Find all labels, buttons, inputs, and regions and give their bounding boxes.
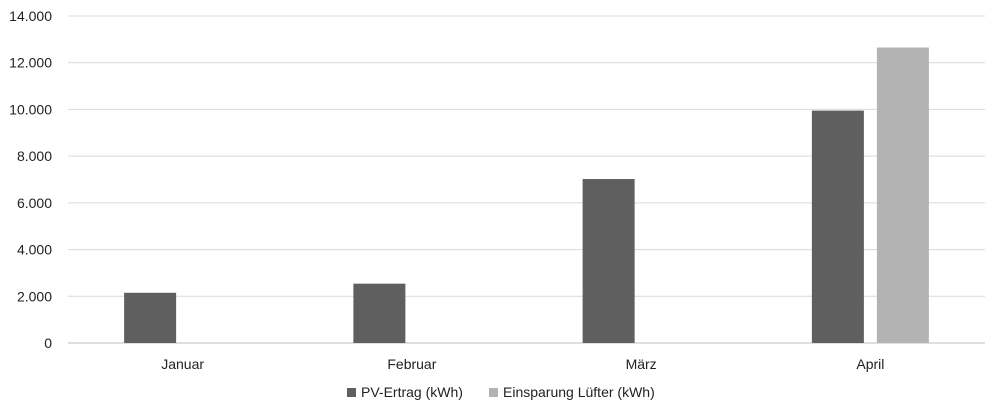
y-axis: 0 2.000 4.000 6.000 8.000 10.000 12.000 14.000	[9, 8, 52, 351]
bars	[124, 47, 929, 344]
legend-swatch	[489, 388, 498, 397]
bar-pv-ertrag-3	[811, 110, 864, 343]
bar-pv-ertrag-2	[582, 179, 635, 343]
y-tick-label: 10.000	[9, 101, 52, 117]
bar-einsparung-luefter-3	[876, 47, 929, 344]
x-category-label: Februar	[387, 356, 436, 372]
legend-swatch	[347, 388, 356, 397]
y-tick-label: 0	[44, 335, 52, 351]
y-tick-label: 14.000	[9, 8, 52, 24]
legend: PV-Ertrag (kWh) Einsparung Lüfter (kWh)	[347, 384, 655, 400]
y-tick-label: 12.000	[9, 55, 52, 71]
y-tick-label: 4.000	[17, 242, 52, 258]
legend-label: Einsparung Lüfter (kWh)	[503, 384, 655, 400]
x-category-label: Januar	[161, 356, 204, 372]
x-axis: Januar Februar März April	[161, 356, 884, 372]
bar-pv-ertrag-1	[353, 283, 406, 343]
x-category-label: März	[626, 356, 657, 372]
legend-label: PV-Ertrag (kWh)	[361, 384, 463, 400]
gridlines	[68, 15, 985, 344]
x-category-label: April	[856, 356, 884, 372]
y-tick-label: 6.000	[17, 195, 52, 211]
bar-pv-ertrag-0	[124, 292, 177, 343]
y-tick-label: 2.000	[17, 288, 52, 304]
y-tick-label: 8.000	[17, 148, 52, 164]
